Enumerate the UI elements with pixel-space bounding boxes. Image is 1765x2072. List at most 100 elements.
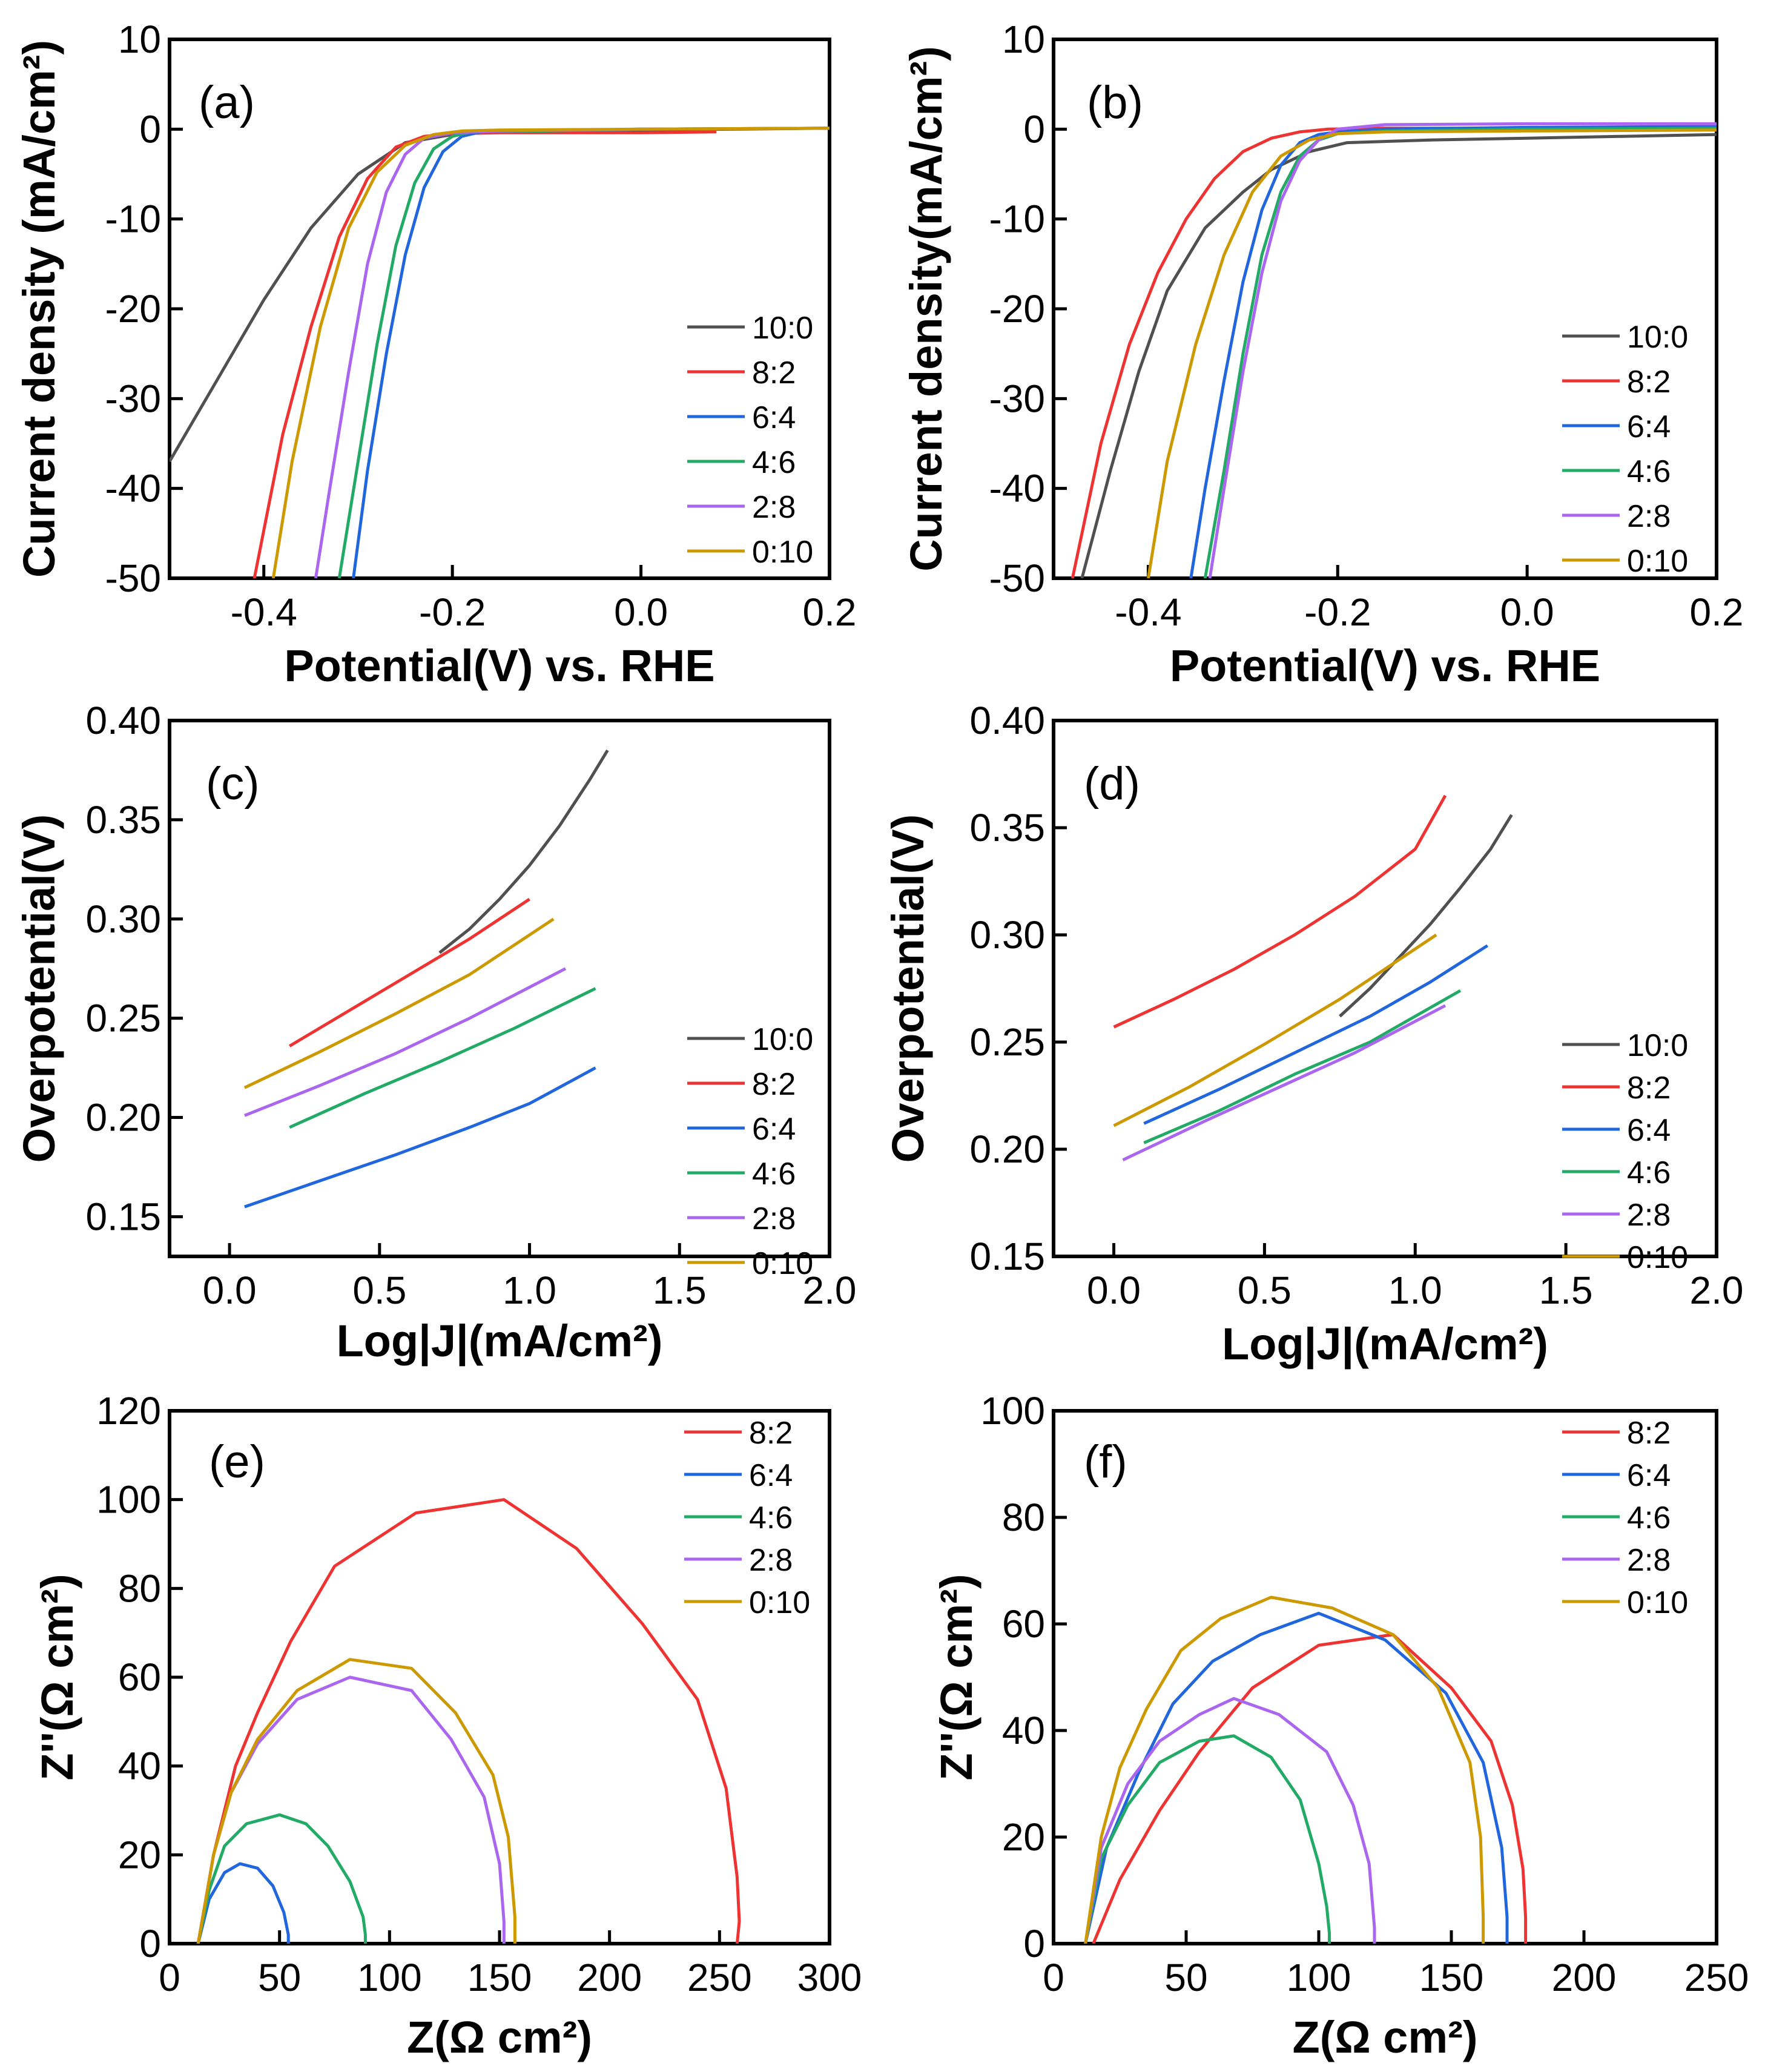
- plot-frame: [1052, 38, 1718, 580]
- y-tick-label: 120: [96, 1389, 161, 1433]
- series-line-6-4: [1143, 944, 1489, 1125]
- legend-label: 8:2: [752, 1067, 796, 1102]
- series-line-6-4: [1189, 125, 1717, 578]
- series-line-8-2: [1113, 794, 1447, 1029]
- x-tick-label: 0.2: [1690, 590, 1744, 634]
- legend-label: 4:6: [1627, 1500, 1671, 1536]
- y-tick-label: 40: [118, 1744, 161, 1788]
- panel-label: (f): [1084, 1436, 1127, 1488]
- series-line-2-8: [1084, 1697, 1376, 1944]
- series-line-2-8: [243, 967, 567, 1117]
- y-tick-label: 60: [1002, 1602, 1045, 1646]
- series-line-10-0: [1339, 814, 1513, 1018]
- y-tick-label: 80: [1002, 1496, 1045, 1539]
- panel-label: (c): [206, 758, 260, 810]
- series-line-4-6: [1143, 989, 1462, 1144]
- x-tick-label: 50: [1164, 1956, 1207, 1999]
- y-tick-label: -10: [989, 197, 1046, 241]
- x-tick-label: 0.5: [1238, 1269, 1292, 1312]
- y-tick-label: -50: [105, 556, 162, 600]
- y-tick-label: 20: [118, 1833, 161, 1876]
- y-axis-title: Current density (mA/cm²): [14, 40, 64, 578]
- x-tick-label: 300: [797, 1956, 862, 1999]
- legend-label: 2:8: [752, 490, 796, 525]
- y-axis-title: Z''(Ω cm²): [32, 1574, 82, 1780]
- y-tick-label: 0: [1023, 1922, 1045, 1965]
- legend-label: 6:4: [752, 400, 796, 435]
- series-line-4-6: [289, 987, 596, 1129]
- legend-label: 10:0: [1627, 320, 1688, 355]
- y-tick-label: 80: [118, 1566, 161, 1610]
- series-line-0-10: [1146, 128, 1717, 578]
- legend-label: 4:6: [752, 445, 796, 480]
- x-tick-label: 0.2: [803, 590, 857, 634]
- series-line-6-4: [1084, 1611, 1509, 1944]
- legend-label: 10:0: [752, 1022, 813, 1057]
- x-tick-label: 2.0: [803, 1269, 857, 1312]
- legend-label: 2:8: [1627, 1198, 1671, 1233]
- series-line-10-0: [1080, 133, 1717, 578]
- x-tick-label: 100: [1287, 1956, 1351, 1999]
- y-tick-label: 10: [1002, 18, 1045, 61]
- x-tick-label: 150: [1419, 1956, 1484, 1999]
- plot-frame: [168, 719, 831, 1258]
- series-line-8-2: [1092, 1633, 1528, 1944]
- legend: 8:2 6:4 4:6 2:8 0:10: [684, 1416, 810, 1620]
- x-axis-title: Potential(V) vs. RHE: [1170, 641, 1600, 691]
- series-line-10-0: [438, 749, 609, 954]
- x-tick-label: -0.2: [1304, 590, 1371, 634]
- legend-label: 4:6: [1627, 454, 1671, 489]
- legend-label: 10:0: [752, 311, 813, 346]
- legend-label: 8:2: [1627, 1071, 1671, 1106]
- y-tick-label: 0.15: [85, 1195, 161, 1238]
- panel-label: (e): [209, 1436, 265, 1488]
- x-tick-label: 250: [1684, 1956, 1749, 1999]
- legend-label: 0:10: [749, 1585, 810, 1620]
- y-tick-label: 0.40: [969, 699, 1045, 742]
- legend-label: 2:8: [1627, 499, 1671, 534]
- y-tick-label: 0.25: [85, 997, 161, 1040]
- legend-label: 2:8: [749, 1543, 793, 1578]
- x-tick-label: 2.0: [1690, 1269, 1744, 1312]
- x-tick-label: -0.2: [419, 590, 486, 634]
- legend-label: 10:0: [1627, 1028, 1688, 1063]
- y-tick-label: 20: [1002, 1815, 1045, 1859]
- y-axis-title: Current density(mA/cm²): [901, 46, 951, 572]
- x-axis-title: Log|J|(mA/cm²): [1222, 1319, 1548, 1370]
- y-tick-label: 0.30: [85, 897, 161, 941]
- y-tick-label: 0.15: [969, 1235, 1045, 1278]
- series-line-4-6: [196, 1813, 367, 1944]
- legend-label: 6:4: [752, 1112, 796, 1147]
- legend-label: 6:4: [1627, 1458, 1671, 1493]
- x-tick-label: 1.0: [1388, 1269, 1442, 1312]
- legend-label: 8:2: [752, 355, 796, 391]
- legend-label: 6:4: [1627, 1113, 1671, 1148]
- x-tick-label: 250: [687, 1956, 752, 1999]
- legend-label: 8:2: [749, 1416, 793, 1451]
- series-line-4-6: [1084, 1734, 1331, 1944]
- legend-label: 0:10: [752, 1246, 813, 1281]
- series-line-0-10: [1084, 1595, 1485, 1944]
- series-line-0-10: [196, 1658, 516, 1944]
- series-line-0-10: [271, 127, 830, 578]
- series-line-8-2: [252, 130, 717, 578]
- legend: 10:0 8:2 6:4 4:6 2:8 0:10: [1562, 320, 1688, 579]
- x-tick-label: 0.0: [1500, 590, 1554, 634]
- plot-frame: [168, 38, 831, 580]
- panel-label: (b): [1087, 77, 1143, 128]
- panel-f: 0 50 100 150 200 250 0 20 40 60 80 100 8:2 6:4 4:6 2:8 0…: [931, 1389, 1749, 2062]
- legend: 10:0 8:2 6:4 4:6 2:8 0:10: [687, 1022, 813, 1281]
- legend-label: 0:10: [1627, 1240, 1688, 1275]
- y-tick-label: 100: [980, 1389, 1045, 1433]
- series-line-2-8: [1122, 1004, 1447, 1161]
- legend-label: 6:4: [1627, 409, 1671, 444]
- legend-label: 8:2: [1627, 365, 1671, 400]
- series-line-10-0: [170, 127, 830, 463]
- legend-label: 4:6: [749, 1500, 793, 1536]
- y-tick-label: 0.40: [85, 699, 161, 742]
- x-tick-label: -0.4: [1115, 590, 1181, 634]
- y-tick-label: -50: [989, 556, 1046, 600]
- x-tick-label: 100: [357, 1956, 422, 1999]
- series-line-8-2: [196, 1498, 741, 1944]
